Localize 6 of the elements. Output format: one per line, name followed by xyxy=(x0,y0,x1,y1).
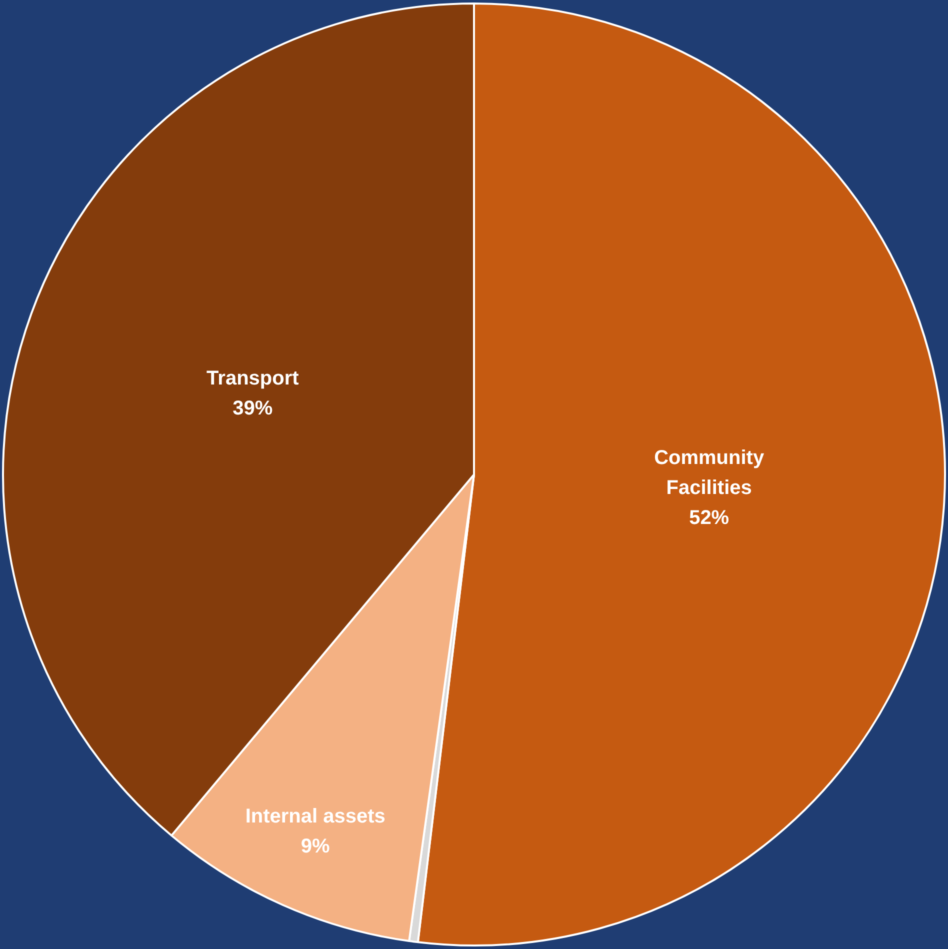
slice-label: Internal assets xyxy=(245,805,386,828)
data-label: 52% xyxy=(689,507,730,530)
slice-label: Transport xyxy=(206,368,300,390)
data-label: 9% xyxy=(300,835,330,858)
data-label: 39% xyxy=(232,398,273,420)
slice-label: Community Facilities xyxy=(654,447,765,500)
